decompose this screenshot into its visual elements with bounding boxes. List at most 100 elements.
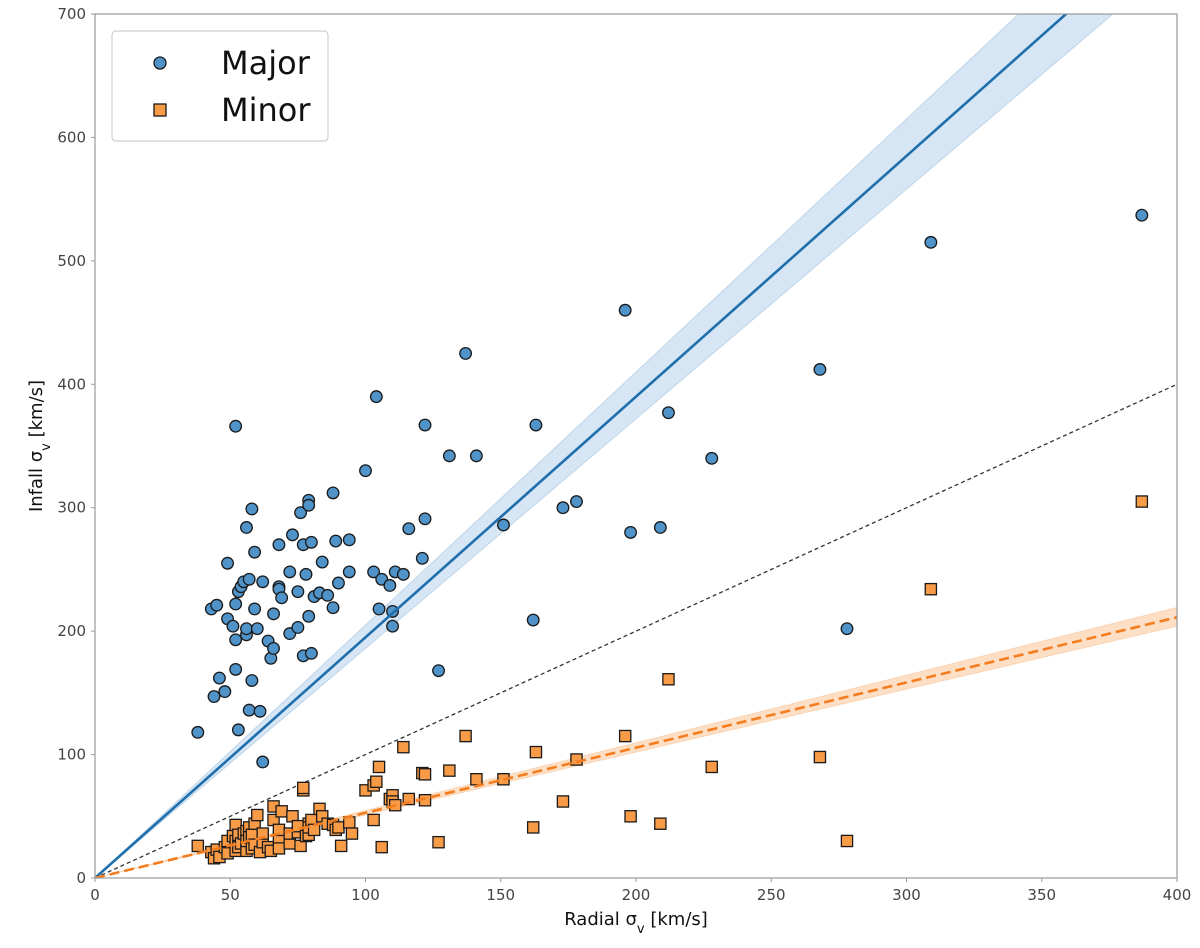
legend-major-label: Major — [221, 44, 311, 82]
y-tick-label: 100 — [57, 746, 86, 764]
point-major — [326, 486, 340, 500]
point-major — [229, 419, 243, 433]
point-major — [618, 303, 632, 317]
point-major — [253, 704, 267, 718]
y-axis-label: Infall σv [km/s] — [26, 380, 54, 512]
point-major — [221, 556, 234, 570]
point-major — [570, 495, 583, 508]
fit-band-1 — [95, 606, 1177, 878]
x-tick-label: 50 — [221, 886, 240, 904]
y-tick-label: 0 — [76, 869, 86, 887]
x-tick-label: 400 — [1163, 886, 1192, 904]
legend-major-marker — [153, 56, 167, 70]
point-major — [294, 506, 308, 520]
point-major — [367, 565, 381, 579]
point-major — [705, 451, 719, 465]
point-minor — [418, 768, 432, 781]
point-major — [286, 528, 299, 542]
point-major — [242, 572, 256, 586]
point-major — [256, 575, 270, 589]
point-major — [302, 609, 316, 623]
point-major — [813, 363, 827, 376]
point-major — [342, 533, 356, 547]
point-major — [653, 521, 667, 534]
point-minor — [432, 835, 445, 849]
point-major — [1135, 208, 1149, 222]
point-major — [256, 755, 270, 769]
point-major — [245, 674, 259, 687]
point-minor — [375, 840, 388, 854]
x-tick-label: 350 — [1027, 886, 1056, 904]
x-tick-label: 150 — [486, 886, 515, 904]
point-minor — [459, 729, 472, 743]
point-major — [299, 567, 313, 581]
y-tick-label: 200 — [57, 622, 86, 640]
point-minor — [924, 582, 938, 596]
point-major — [332, 576, 345, 590]
point-major — [229, 662, 243, 676]
point-major — [240, 521, 253, 534]
x-tick-label: 300 — [892, 886, 921, 904]
point-minor — [251, 808, 264, 822]
point-minor — [370, 775, 383, 788]
point-minor — [345, 827, 359, 840]
y-tick-label: 700 — [57, 5, 86, 23]
point-major — [242, 703, 256, 717]
point-major — [226, 619, 240, 633]
point-minor — [662, 673, 675, 686]
point-major — [469, 449, 483, 463]
point-major — [924, 235, 938, 249]
point-major — [283, 565, 297, 579]
point-major — [418, 418, 432, 432]
point-minor — [654, 817, 667, 830]
point-minor — [570, 753, 583, 766]
point-major — [302, 498, 316, 512]
x-tick-label: 100 — [351, 886, 380, 904]
point-major — [245, 502, 259, 516]
point-major — [291, 620, 305, 634]
point-major — [248, 602, 262, 616]
y-tick-label: 500 — [57, 252, 86, 270]
point-major — [359, 464, 372, 478]
x-axis-label: Radial σv [km/s] — [564, 909, 708, 937]
point-major — [267, 641, 280, 655]
major-fit-line — [95, 14, 1068, 878]
y-tick-label: 400 — [57, 375, 86, 393]
point-major — [304, 535, 318, 549]
point-major — [210, 598, 224, 612]
point-major — [212, 671, 226, 685]
point-minor — [556, 795, 570, 808]
point-minor — [275, 805, 288, 818]
point-minor — [529, 745, 543, 759]
point-major — [272, 538, 286, 552]
point-minor — [397, 740, 410, 754]
point-major — [207, 690, 221, 704]
point-major — [275, 591, 289, 605]
point-minor — [272, 842, 286, 855]
point-major — [229, 633, 243, 647]
point-major — [840, 622, 854, 636]
legend: Major Minor — [111, 30, 329, 142]
point-minor — [256, 827, 269, 840]
point-major — [624, 525, 638, 539]
point-major — [369, 390, 383, 404]
point-major — [315, 555, 329, 569]
point-major — [402, 522, 416, 536]
point-major — [342, 565, 356, 579]
point-minor — [470, 773, 483, 786]
point-major — [218, 685, 232, 699]
point-minor — [705, 760, 718, 774]
point-major — [267, 607, 280, 621]
point-major — [459, 346, 473, 360]
point-minor — [1135, 495, 1149, 508]
legend-minor-marker — [153, 103, 167, 117]
point-major — [372, 602, 386, 616]
point-major — [229, 597, 243, 611]
point-minor — [402, 792, 416, 806]
point-major — [386, 619, 400, 633]
point-major — [418, 512, 432, 526]
point-minor — [332, 821, 345, 834]
point-minor — [618, 729, 632, 743]
x-tick-label: 250 — [757, 886, 786, 904]
point-major — [329, 534, 343, 548]
